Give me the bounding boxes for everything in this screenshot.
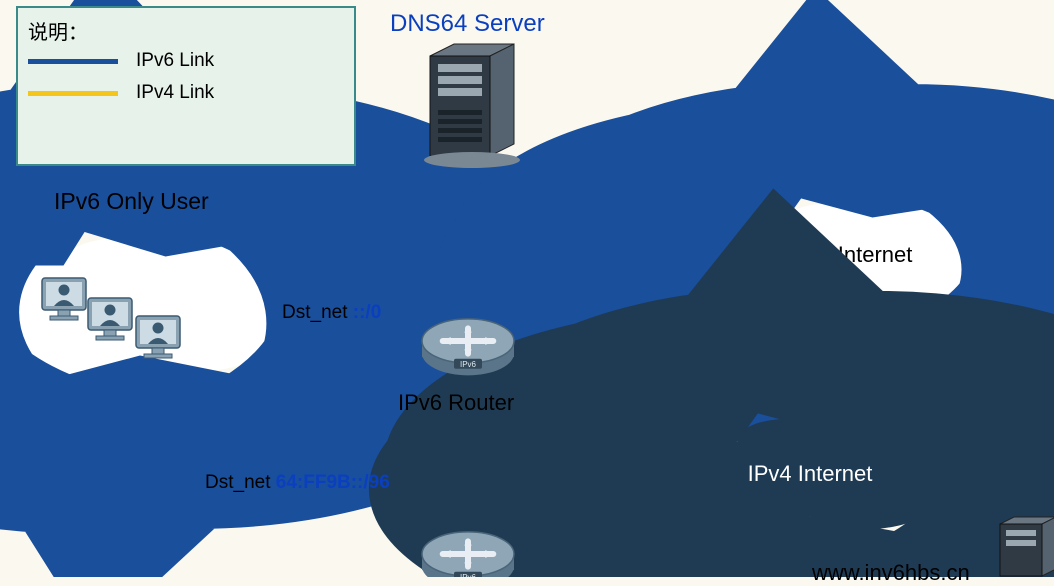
- legend-label-ipv6: IPv6 Link: [136, 50, 214, 72]
- svg-text:IPv6: IPv6: [460, 573, 477, 577]
- legend-row-ipv4: IPv4 Link: [28, 77, 344, 109]
- dst-net-default-label: Dst_net ::/0: [282, 302, 381, 324]
- dns64-server-icon: [424, 44, 520, 168]
- second-router-icon: IPv6: [422, 532, 514, 577]
- ipv6-only-user-label: IPv6 Only User: [54, 188, 209, 215]
- svg-text:IPv4 Internet: IPv4 Internet: [748, 461, 873, 486]
- dst-net-96-value: 64:FF9B::/96: [276, 472, 390, 493]
- dst-net-96-label: Dst_net 64:FF9B::/96: [205, 472, 390, 494]
- legend-box: 说明： IPv6 Link IPv4 Link: [16, 6, 356, 166]
- www-domain-label: www.inv6hbs.cn: [812, 560, 970, 586]
- dns64-server-label: DNS64 Server: [390, 10, 545, 38]
- ipv4-internet-cloud: IPv4 Internet: [649, 419, 976, 534]
- legend-title: 说明：: [28, 16, 344, 45]
- ipv6-router-label: IPv6 Router: [398, 390, 514, 416]
- legend-label-ipv4: IPv4 Link: [136, 82, 214, 104]
- dst-net-96-prefix: Dst_net: [205, 472, 276, 493]
- dst-net-default-value: ::/0: [353, 302, 382, 323]
- legend-row-ipv6: IPv6 Link: [28, 45, 344, 77]
- bottom-right-server-icon: [1000, 517, 1054, 576]
- legend-line-ipv4: [28, 91, 118, 96]
- legend-line-ipv6: [28, 59, 118, 64]
- svg-text:IPv6: IPv6: [460, 360, 477, 369]
- ipv6-router-icon: IPv6: [422, 319, 514, 375]
- dst-net-default-prefix: Dst_net: [282, 302, 353, 323]
